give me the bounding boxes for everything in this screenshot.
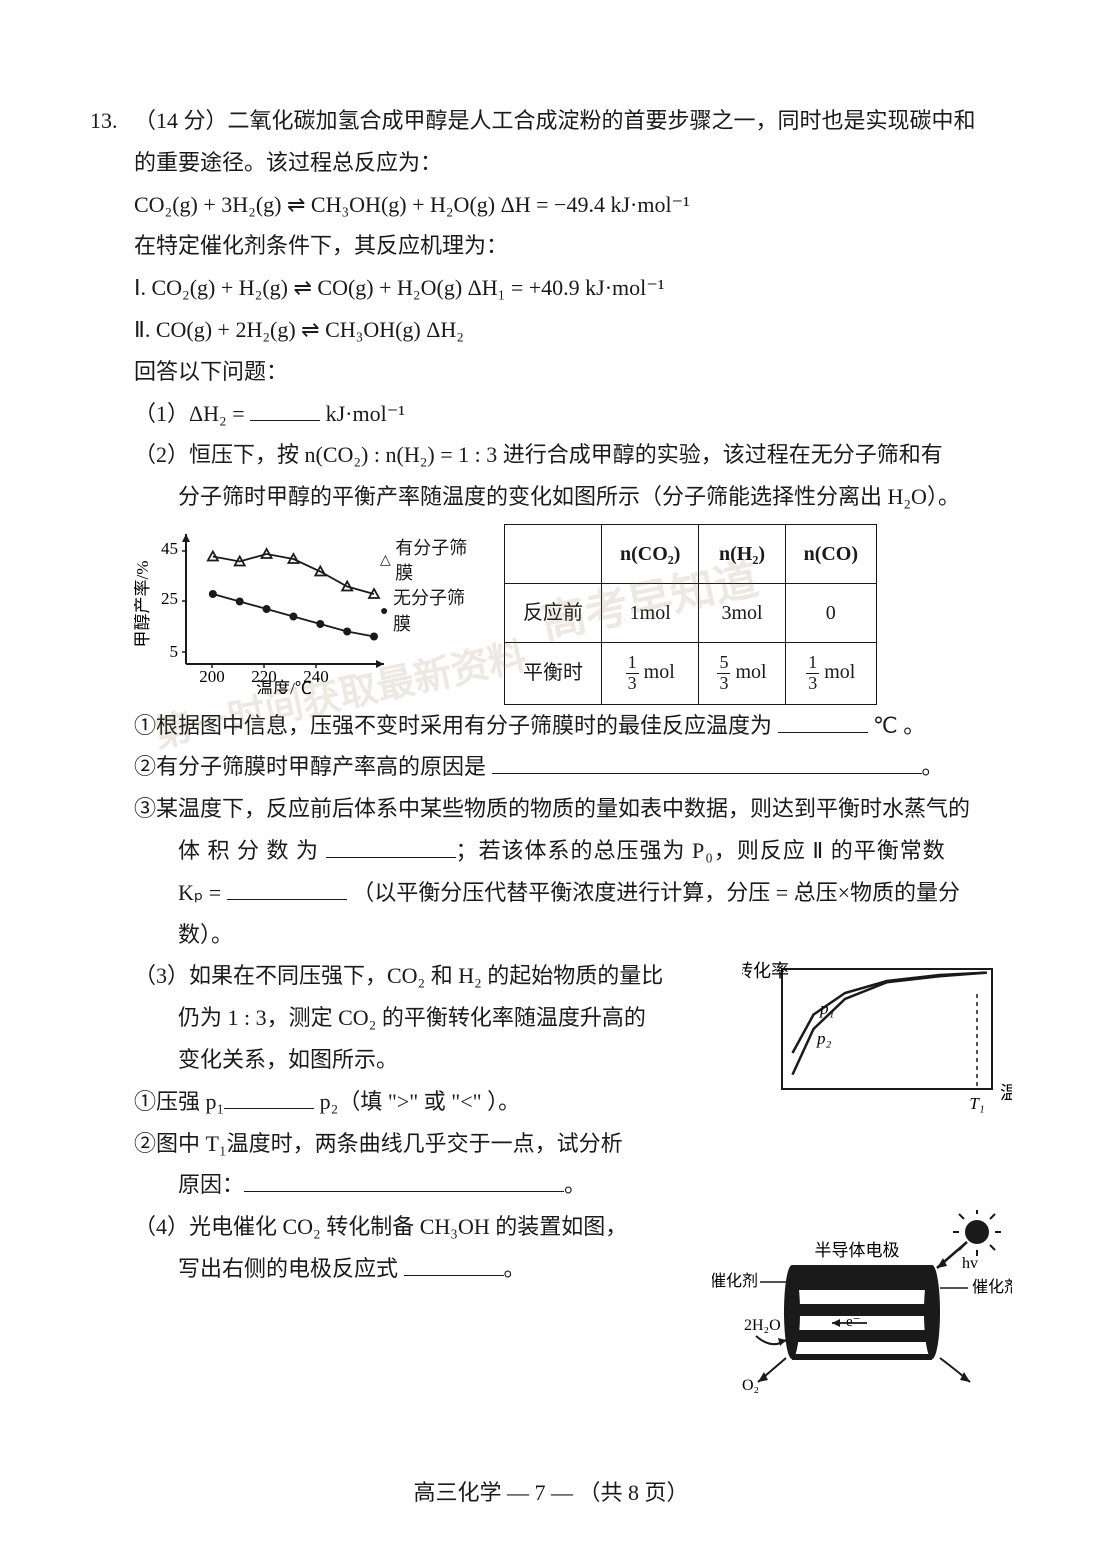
- table-row-equilibrium: 平衡时 13 mol 53 mol 13 mol: [505, 642, 877, 704]
- series-with-sieve: [208, 549, 379, 598]
- p1-blank[interactable]: [250, 399, 320, 421]
- p4b-label: 写出右侧的电极反应式: [178, 1256, 404, 1281]
- legend-without-sieve: ● 无分子筛膜: [380, 586, 474, 636]
- row2-label: 平衡时: [505, 642, 602, 704]
- part-2-2: ②有分子筛膜时甲醇产率高的原因是 。: [90, 746, 1012, 788]
- amount-table: n(CO₂) n(H₂) n(CO) 反应前 1mol 3mol 0 平衡时 1…: [504, 524, 877, 705]
- ytick-5: 5: [170, 642, 179, 661]
- mechanism-2: Ⅱ. CO(g) + 2H₂(g) ⇌ CH₃OH(g) ΔH₂: [90, 309, 1012, 351]
- mechanism-intro: 在特定催化剂条件下，其反应机理为：: [90, 225, 1012, 267]
- row1-c3: 0: [785, 583, 876, 642]
- p2-1b: ℃ 。: [873, 713, 925, 738]
- series-without-sieve: [209, 590, 378, 641]
- th-co2: n(CO₂): [602, 524, 699, 583]
- part-2-3d: Kₚ = （以平衡分压代替平衡浓度进行计算，分压 = 总压×物质的量分数）。: [90, 872, 1012, 956]
- part-2-line1: （2）恒压下，按 n(CO₂) : n(H₂) = 1 : 3 进行合成甲醇的实…: [90, 434, 1012, 476]
- row1-c2: 3mol: [699, 583, 785, 642]
- ytick-45: 45: [161, 539, 178, 558]
- conversion-chart: 转化率 温度 p₁ p₂ T₁: [742, 959, 1012, 1133]
- label-catalyst-right: 催化剂: [972, 1278, 1012, 1296]
- yield-temperature-chart: 45 25 5 200 220 240 甲醇产率/% 温度/℃: [134, 524, 474, 694]
- stem-a: 二氧化碳加氢合成甲醇是人工合成淀粉的首要步骤之一，同时也是实现碳中和: [228, 108, 976, 133]
- p2-2: ②有分子筛膜时甲醇产率高的原因是: [134, 754, 492, 779]
- label-p1: p₁: [819, 999, 834, 1018]
- overall-equation: CO₂(g) + 3H₂(g) ⇌ CH₃OH(g) + H₂O(g) ΔH =…: [90, 184, 1012, 226]
- part-1: （1）ΔH₂ = kJ·mol⁻¹: [90, 393, 1012, 435]
- p3-1b: p₂（填 ">" 或 "<" ）。: [314, 1089, 520, 1114]
- question-13: 13.（14 分）二氧化碳加氢合成甲醇是人工合成淀粉的首要步骤之一，同时也是实现…: [90, 100, 1012, 1432]
- xtick-200: 200: [199, 667, 225, 686]
- p3-1-blank[interactable]: [224, 1087, 314, 1109]
- curve-p1: [793, 973, 987, 1075]
- chart1-xlabel: 温度/℃: [256, 679, 312, 694]
- part-2-3b: 体 积 分 数 为 ；若该体系的总压强为 P₀，则反应 Ⅱ 的平衡常数: [90, 830, 1012, 872]
- th-co: n(CO): [785, 524, 876, 583]
- p2-3d: Kₚ =: [178, 880, 227, 905]
- legend-without-sieve-label: 无分子筛膜: [393, 586, 474, 636]
- ytick-25: 25: [161, 589, 178, 608]
- label-hv: hv: [962, 1255, 978, 1272]
- part-4-block: hv 半导体电极 催化剂 催化剂 2H₂O: [90, 1206, 1012, 1432]
- p3-2b-label: 原因：: [178, 1172, 244, 1197]
- chart2-xlabel: 温度: [1000, 1083, 1012, 1103]
- row1-label: 反应前: [505, 583, 602, 642]
- p3-2-blank[interactable]: [244, 1170, 564, 1192]
- table-row-before: 反应前 1mol 3mol 0: [505, 583, 877, 642]
- part-2-1: ①根据图中信息，压强不变时采用有分子筛膜时的最佳反应温度为 ℃ 。: [90, 705, 1012, 747]
- stem-line-1: 13.（14 分）二氧化碳加氢合成甲醇是人工合成淀粉的首要步骤之一，同时也是实现…: [90, 100, 1012, 142]
- p1-label: （1）ΔH₂ =: [134, 401, 250, 426]
- part-3-block: 转化率 温度 p₁ p₂ T₁ （3）如果在不同压强下，CO₂ 和 H₂ 的起始…: [90, 955, 1012, 1206]
- stem-line-2: 的重要途径。该过程总反应为：: [90, 142, 1012, 184]
- row2-c3: 13 mol: [785, 642, 876, 704]
- label-p2: p₂: [816, 1029, 832, 1048]
- p1-unit: kJ·mol⁻¹: [320, 401, 405, 426]
- p2-3-blank1[interactable]: [326, 836, 456, 858]
- p3-1a: ①压强 p₁: [134, 1089, 224, 1114]
- points: （14 分）: [134, 108, 228, 133]
- th-h2: n(H₂): [699, 524, 785, 583]
- p2-3b: 体 积 分 数 为: [178, 838, 326, 863]
- legend-with-sieve-label: 有分子筛膜: [395, 536, 474, 586]
- p2-1-blank[interactable]: [778, 711, 868, 733]
- row2-c1: 13 mol: [602, 642, 699, 704]
- p2-3-blank2[interactable]: [227, 878, 347, 900]
- label-o2: O₂: [742, 1377, 759, 1394]
- label-t1: T₁: [969, 1094, 984, 1113]
- question-number: 13.: [90, 100, 134, 142]
- p2-1a: ①根据图中信息，压强不变时采用有分子筛膜时的最佳反应温度为: [134, 713, 778, 738]
- chart1-legend: △ 有分子筛膜 ● 无分子筛膜: [380, 536, 474, 637]
- part-2-3a: ③某温度下，反应前后体系中某些物质的物质的量如表中数据，则达到平衡时水蒸气的: [90, 788, 1012, 830]
- chart-table-row: 45 25 5 200 220 240 甲醇产率/% 温度/℃: [90, 524, 1012, 705]
- label-catalyst-left: 催化剂: [712, 1272, 758, 1290]
- mechanism-1: Ⅰ. CO₂(g) + H₂(g) ⇌ CO(g) + H₂O(g) ΔH₁ =…: [90, 267, 1012, 309]
- answer-prompt: 回答以下问题：: [90, 351, 1012, 393]
- th-blank: [505, 524, 602, 583]
- p2-3c: ；若该体系的总压强为 P₀，则反应 Ⅱ 的平衡常数: [456, 838, 946, 863]
- p4-blank[interactable]: [404, 1254, 504, 1276]
- label-2h2o: 2H₂O: [744, 1317, 781, 1334]
- chart1-ylabel: 甲醇产率/%: [134, 561, 152, 648]
- row1-c1: 1mol: [602, 583, 699, 642]
- label-electron: e⁻: [846, 1314, 861, 1330]
- part-3-2b: 原因：。: [90, 1164, 1012, 1206]
- photoelectric-diagram: hv 半导体电极 催化剂 催化剂 2H₂O: [712, 1210, 1012, 1424]
- part-2-line2: 分子筛时甲醇的平衡产率随温度的变化如图所示（分子筛能选择性分离出 H₂O）。: [90, 476, 1012, 518]
- label-semiconductor: 半导体电极: [815, 1241, 900, 1260]
- page-footer: 高三化学 — 7 — （共 8 页）: [90, 1472, 1012, 1514]
- row2-c2: 53 mol: [699, 642, 785, 704]
- chart2-ylabel: 转化率: [742, 961, 789, 981]
- legend-with-sieve: △ 有分子筛膜: [380, 536, 474, 586]
- table-header-row: n(CO₂) n(H₂) n(CO): [505, 524, 877, 583]
- p2-2-blank[interactable]: [492, 752, 922, 774]
